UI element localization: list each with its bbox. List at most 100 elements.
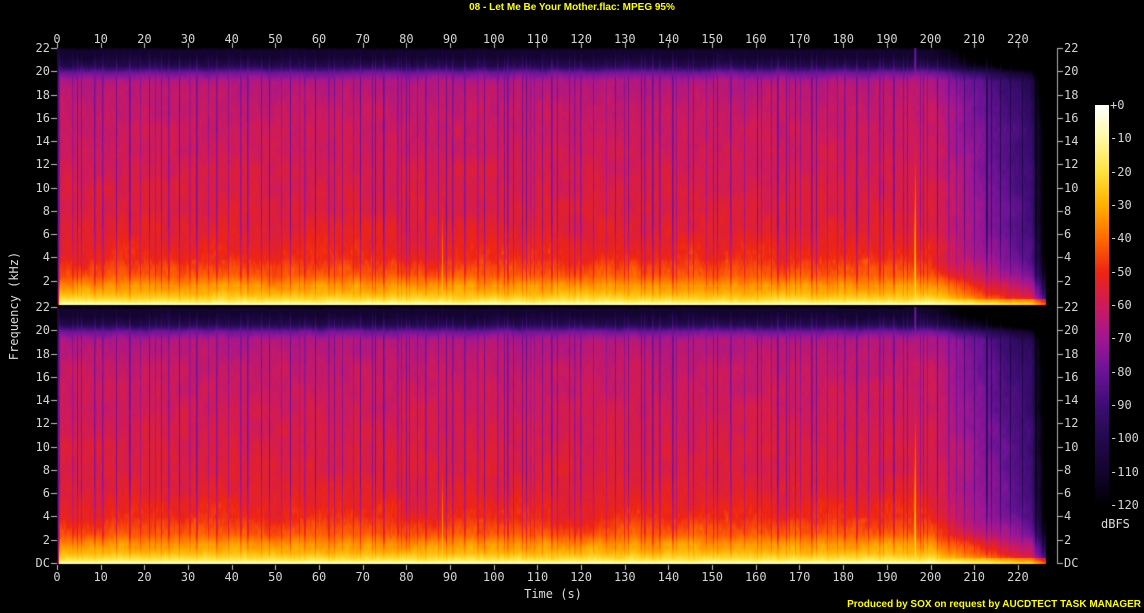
freq-tick-label: 4 — [42, 509, 50, 524]
freq-tick-label: 22 — [1064, 300, 1079, 314]
x-tick-label: 190 — [875, 32, 898, 46]
x-tick-label: 170 — [788, 32, 811, 46]
freq-tick-label: 8 — [42, 462, 50, 477]
freq-tick-label: 12 — [1064, 416, 1079, 431]
freq-tick-label: 6 — [42, 227, 50, 242]
x-tick-label: 180 — [832, 570, 854, 584]
freq-tick-label: DC — [35, 556, 50, 570]
x-tick-label: 0 — [53, 32, 61, 46]
freq-tick-label: 14 — [1064, 134, 1079, 149]
freq-tick-label: 6 — [1064, 486, 1072, 501]
x-tick-label: 10 — [93, 32, 108, 46]
freq-tick-label: 4 — [1064, 250, 1072, 265]
freq-tick-label: 20 — [1064, 64, 1079, 79]
x-tick-label: 40 — [224, 570, 239, 584]
freq-tick-label: 12 — [35, 416, 50, 431]
x-tick-label: 20 — [137, 32, 152, 46]
x-tick-label: 50 — [268, 32, 283, 46]
freq-tick-label: 22 — [35, 300, 50, 314]
db-tick-label: -70 — [1110, 331, 1132, 346]
db-tick-label: -30 — [1110, 198, 1132, 212]
freq-tick-label: 10 — [1064, 439, 1079, 454]
freq-tick-label: 6 — [42, 486, 50, 501]
x-tick-label: 150 — [701, 32, 723, 46]
freq-tick-label: 8 — [1064, 462, 1072, 477]
x-tick-label: 200 — [919, 32, 942, 46]
x-tick-label: 220 — [1007, 32, 1029, 46]
colorbar-unit-label: dBFS — [1101, 517, 1130, 531]
freq-tick-label: 8 — [1064, 203, 1072, 218]
x-tick-label: 150 — [701, 570, 723, 584]
x-tick-label: 70 — [355, 32, 370, 46]
freq-tick-label: 4 — [1064, 509, 1072, 524]
page-title: 08 - Let Me Be Your Mother.flac: MPEG 95… — [469, 2, 675, 13]
freq-tick-label: 18 — [35, 87, 50, 102]
freq-tick-label: 18 — [1064, 346, 1079, 361]
x-tick-label: 200 — [919, 570, 942, 584]
freq-tick-label: 16 — [1064, 369, 1079, 384]
x-tick-label: 140 — [657, 32, 680, 46]
freq-tick-label: 18 — [1064, 87, 1079, 102]
x-tick-label: 0 — [53, 570, 61, 584]
freq-tick-label: 10 — [35, 180, 50, 195]
x-tick-label: 30 — [180, 32, 196, 46]
freq-tick-label: 22 — [1064, 41, 1079, 55]
x-tick-label: 190 — [875, 570, 898, 584]
freq-tick-label: 22 — [35, 41, 50, 55]
freq-tick-label: 16 — [1064, 110, 1079, 125]
db-tick-label: -60 — [1110, 298, 1132, 312]
freq-tick-label: 2 — [42, 273, 50, 288]
footer-credit: Produced by SOX on request by AUCDTECT T… — [847, 599, 1141, 610]
x-tick-label: 90 — [442, 570, 458, 584]
freq-tick-label: 12 — [1064, 157, 1079, 172]
x-tick-label: 160 — [744, 32, 767, 46]
freq-tick-label: 8 — [42, 203, 50, 218]
db-tick-label: -50 — [1110, 264, 1132, 279]
x-tick-label: 100 — [482, 32, 505, 46]
x-tick-label: 80 — [399, 32, 414, 46]
x-tick-label: 170 — [788, 570, 811, 584]
freq-tick-label: 2 — [42, 532, 50, 547]
db-tick-label: -80 — [1110, 364, 1132, 379]
x-tick-label: 120 — [570, 570, 592, 584]
x-tick-label: 130 — [613, 32, 636, 46]
freq-tick-label: 12 — [35, 157, 50, 172]
x-tick-label: 220 — [1007, 570, 1029, 584]
x-tick-label: 90 — [442, 32, 458, 46]
x-tick-label: 20 — [137, 570, 152, 584]
db-tick-label: -90 — [1110, 398, 1132, 412]
x-tick-label: 140 — [657, 570, 680, 584]
x-tick-label: 180 — [832, 32, 854, 46]
x-tick-label: 120 — [570, 32, 592, 46]
db-tick-label: -100 — [1110, 431, 1139, 446]
db-tick-label: -40 — [1110, 231, 1132, 246]
x-tick-label: 110 — [526, 570, 549, 584]
freq-tick-label: 16 — [35, 369, 50, 384]
freq-tick-label: 20 — [35, 323, 50, 338]
freq-tick-label: 18 — [35, 346, 50, 361]
x-tick-label: 210 — [963, 32, 986, 46]
x-tick-label: 210 — [963, 570, 986, 584]
x-tick-label: 130 — [613, 570, 636, 584]
db-tick-label: -120 — [1110, 498, 1139, 512]
freq-tick-label: 14 — [35, 134, 50, 149]
freq-tick-label: 4 — [42, 250, 50, 265]
db-tick-label: +0 — [1110, 98, 1125, 112]
x-tick-label: 60 — [311, 32, 327, 46]
x-tick-label: 160 — [744, 570, 767, 584]
x-tick-label: 30 — [180, 570, 196, 584]
freq-tick-label: DC — [1064, 556, 1079, 570]
freq-tick-label: 2 — [1064, 532, 1072, 547]
x-tick-label: 40 — [224, 32, 239, 46]
frequency-axis-title: Frequency (kHz) — [7, 251, 21, 361]
x-tick-label: 100 — [482, 570, 505, 584]
freq-tick-label: 10 — [1064, 180, 1079, 195]
freq-tick-label: 16 — [35, 110, 50, 125]
x-tick-label: 110 — [526, 32, 549, 46]
freq-tick-label: 10 — [35, 439, 50, 454]
x-tick-label: 70 — [355, 570, 370, 584]
db-tick-label: -10 — [1110, 131, 1132, 146]
x-tick-label: 80 — [399, 570, 414, 584]
